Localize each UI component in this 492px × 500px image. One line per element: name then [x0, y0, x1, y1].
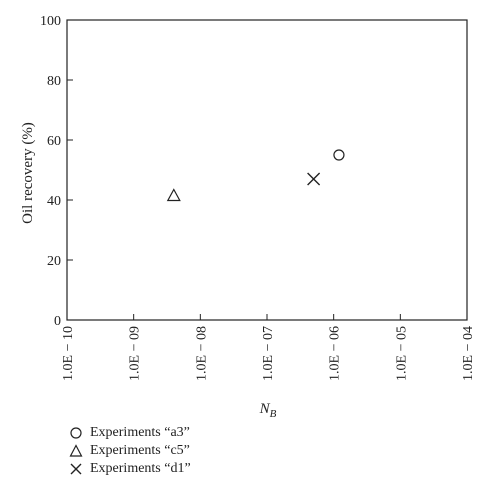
legend-item-d1: Experiments “d1” [68, 460, 191, 478]
data-point-circle [333, 149, 345, 161]
data-point-triangle [166, 188, 181, 202]
y-tick-label: 80 [47, 74, 61, 89]
legend-item-a3: Experiments “a3” [68, 424, 191, 442]
circle-marker-icon [70, 427, 82, 439]
x-axis-label: NB [259, 401, 277, 420]
y-axis: 0 20 40 60 80 100 [40, 14, 73, 329]
x-axis-label-subscript: B [270, 408, 277, 420]
data-points [166, 149, 345, 202]
legend-label-a3: Experiments “a3” [90, 425, 190, 440]
chart: 0 20 40 60 80 100 1.0E − 10 1.0E − 09 1.0E − 08… [20, 14, 476, 420]
x-tick-label: 1.0E − 08 [194, 326, 209, 381]
y-axis-label: Oil recovery (%) [20, 122, 36, 224]
data-point-x [307, 172, 321, 186]
y-tick-label: 20 [47, 254, 61, 269]
legend-label-d1: Experiments “d1” [90, 461, 191, 476]
legend: Experiments “a3” Experiments “c5” Experi… [68, 424, 191, 478]
x-tick-label: 1.0E − 07 [261, 326, 276, 381]
legend-item-c5: Experiments “c5” [68, 442, 191, 460]
triangle-marker-icon [69, 444, 83, 457]
x-tick-label: 1.0E − 06 [328, 326, 343, 381]
x-axis: 1.0E − 10 1.0E − 09 1.0E − 08 1.0E − 07 1.0E… [61, 314, 476, 381]
x-tick-label: 1.0E − 09 [128, 326, 143, 381]
x-marker-icon [70, 463, 82, 475]
y-tick-label: 40 [47, 194, 61, 209]
legend-label-c5: Experiments “c5” [90, 443, 190, 458]
y-tick-label: 100 [40, 14, 61, 29]
x-tick-label: 1.0E − 04 [461, 326, 476, 381]
x-axis-label-main: N [259, 401, 271, 417]
x-tick-label: 1.0E − 10 [61, 326, 76, 381]
plot-area [66, 19, 468, 321]
y-tick-label: 60 [47, 134, 61, 149]
y-tick-label: 0 [54, 314, 61, 329]
x-tick-label: 1.0E − 05 [394, 326, 409, 381]
plot-border [66, 19, 468, 321]
